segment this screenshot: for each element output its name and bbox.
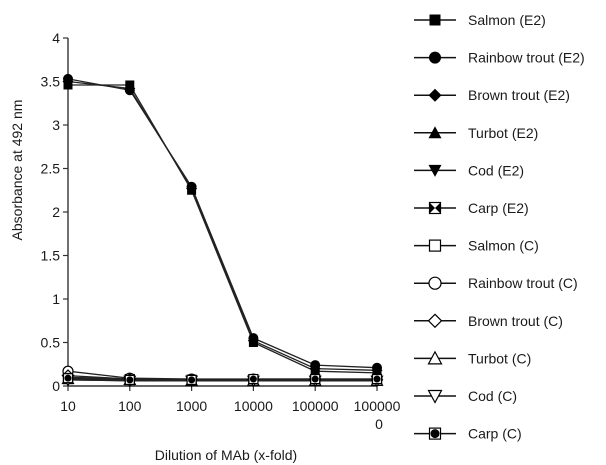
data-point — [124, 374, 135, 386]
legend-label: Rainbow trout (C) — [468, 275, 578, 291]
legend-marker — [428, 201, 442, 215]
series-lines — [67, 78, 378, 382]
legend-item: Brown trout (E2) — [414, 87, 570, 103]
legend-marker — [428, 164, 442, 177]
data-point — [62, 373, 74, 384]
data-point — [371, 373, 383, 385]
data-point — [124, 82, 136, 94]
x-tick-label: 10000 — [234, 398, 273, 414]
y-tick-label: 2 — [52, 204, 60, 220]
axes: 0 0.5 1 1.5 2 2.5 3 3.5 4 10 100 1000 10000 100000 100… — [41, 30, 401, 432]
legend-marker — [428, 427, 442, 440]
x-tick-label: 0 — [375, 416, 383, 432]
y-tick-label: 1 — [52, 291, 60, 307]
legend-item: Cod (C) — [414, 388, 517, 404]
data-point — [186, 183, 198, 195]
data-point — [186, 374, 197, 386]
x-axis-label: Dilution of MAb (x-fold) — [155, 447, 297, 463]
legend-item: Turbot (E2) — [414, 125, 538, 141]
data-point — [309, 363, 321, 375]
legend-label: Carp (E2) — [468, 200, 529, 216]
y-tick-label: 4 — [52, 30, 60, 46]
x-tick-label: 100000 — [354, 398, 401, 414]
legend-marker — [428, 88, 442, 102]
legend-item: Rainbow trout (C) — [414, 275, 578, 291]
legend-marker — [427, 313, 443, 329]
data-point — [310, 373, 321, 385]
legend-marker — [429, 14, 441, 26]
y-tick-label: 1.5 — [41, 248, 61, 264]
legend-item: Rainbow trout (E2) — [414, 50, 585, 66]
legend-label: Rainbow trout (E2) — [468, 50, 585, 66]
legend-label: Cod (E2) — [468, 162, 524, 178]
x-tick-label: 100 — [118, 398, 142, 414]
legend-item: Turbot (C) — [414, 350, 531, 366]
y-tick-label: 3.5 — [41, 74, 61, 90]
legend-label: Brown trout (C) — [468, 313, 563, 329]
legend-label: Cod (C) — [468, 388, 517, 404]
x-tick-label: 100000 — [292, 398, 339, 414]
y-tick-label: 2.5 — [41, 161, 61, 177]
legend-label: Turbot (C) — [468, 350, 531, 366]
legend-item: Salmon (C) — [414, 238, 539, 254]
data-point — [247, 335, 259, 347]
legend-item: Carp (C) — [414, 426, 522, 442]
legend-item: Salmon (E2) — [414, 12, 546, 28]
legend-item: Brown trout (C) — [414, 313, 563, 329]
series-line — [67, 80, 378, 371]
y-tick-label: 0.5 — [41, 335, 61, 351]
series-markers — [61, 73, 384, 388]
series-line — [67, 377, 377, 381]
legend-marker — [427, 389, 443, 404]
data-point — [62, 76, 74, 87]
legend-label: Brown trout (E2) — [468, 87, 570, 103]
legend-label: Salmon (C) — [468, 238, 539, 254]
legend-label: Turbot (E2) — [468, 125, 538, 141]
legend-marker — [428, 126, 442, 139]
legend-item: Cod (E2) — [414, 162, 524, 178]
x-tick-label: 10 — [60, 398, 76, 414]
series-line — [68, 84, 378, 374]
y-tick-label: 3 — [52, 117, 60, 133]
data-point — [248, 373, 259, 385]
legend-label: Salmon (E2) — [468, 12, 546, 28]
y-axis-label: Absorbance at 492 nm — [9, 100, 25, 241]
legend: Salmon (E2) Rainbow trout (E2) Brown trout… — [414, 12, 585, 442]
series-line — [67, 379, 377, 382]
x-tick-label: 1000 — [176, 398, 207, 414]
data-point — [371, 364, 383, 376]
legend-marker — [429, 51, 441, 64]
legend-item: Carp (E2) — [414, 200, 529, 216]
series-line — [67, 78, 378, 369]
y-tick-label: 0 — [52, 378, 60, 394]
legend-marker — [428, 276, 442, 290]
legend-marker — [428, 239, 442, 252]
legend-marker — [427, 350, 443, 365]
legend-label: Carp (C) — [468, 426, 522, 442]
